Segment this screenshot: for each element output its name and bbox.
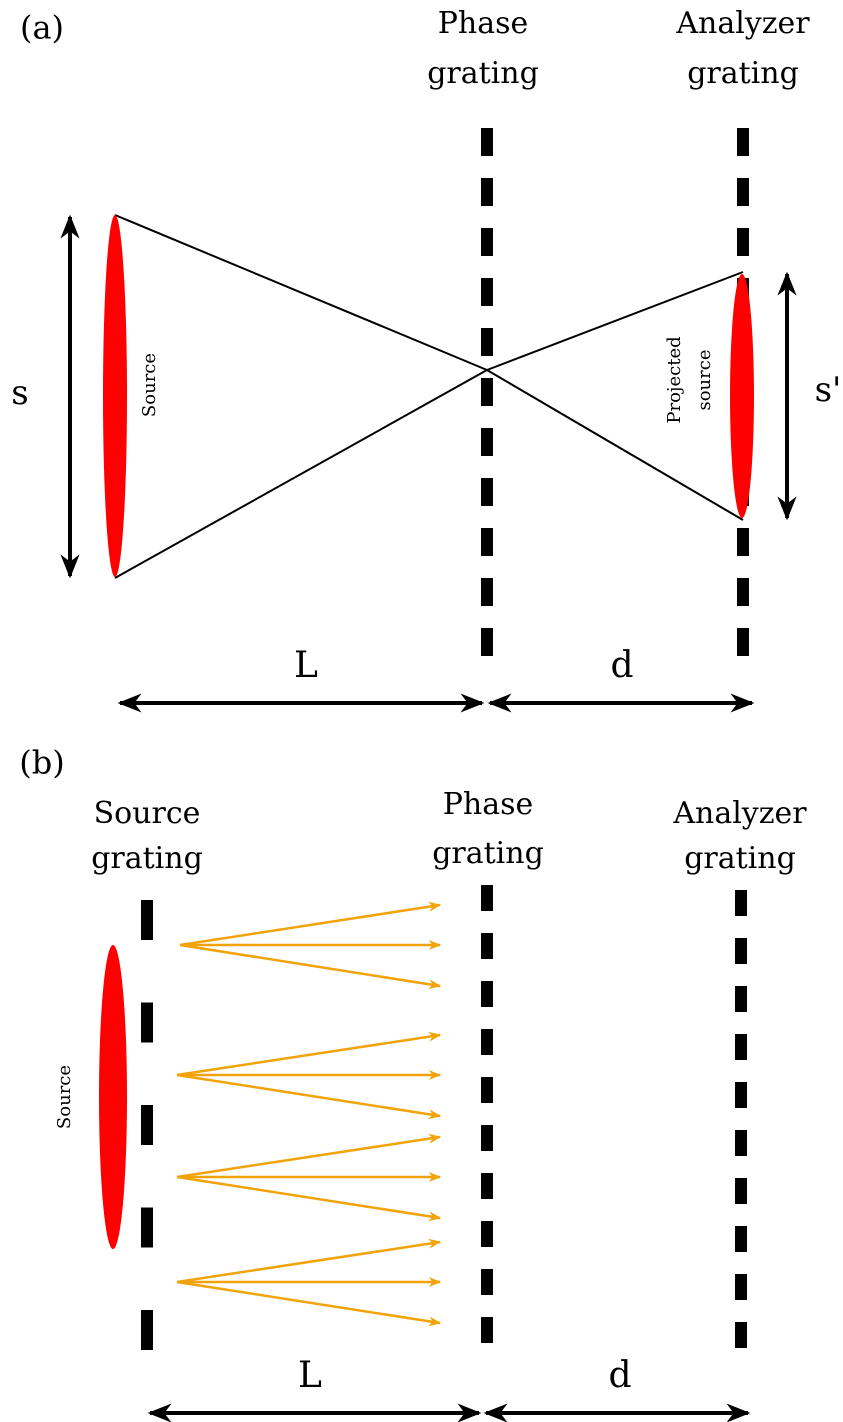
panel-label: (a) — [20, 9, 64, 47]
diffracted-beam — [177, 1177, 440, 1218]
grating-slit — [735, 986, 747, 1012]
grating-slit — [481, 1125, 493, 1151]
grating-slit — [737, 628, 749, 656]
grating-slit — [737, 528, 749, 556]
ray — [115, 370, 487, 578]
projected-source-label: source — [694, 349, 715, 410]
projected-source-label: Projected — [664, 336, 685, 423]
grating-slit — [481, 628, 493, 656]
source-label: Source — [54, 1065, 75, 1129]
grating-slit — [735, 1082, 747, 1108]
diffracted-beam — [177, 1075, 440, 1116]
distance-label: d — [610, 645, 633, 686]
grating-slit — [481, 328, 493, 356]
grating-slit — [481, 1269, 493, 1295]
diagram: (a) Phase grating Analyzer grating Source Proj… — [0, 0, 843, 1422]
grating-slit — [481, 428, 493, 456]
diffracted-beam — [177, 1242, 440, 1282]
diffracted-beam — [180, 905, 440, 945]
grating-slit — [737, 178, 749, 206]
panel-label: (b) — [19, 744, 64, 782]
grating-slit — [481, 528, 493, 556]
size-label: s' — [815, 370, 842, 410]
grating-label: Analyzer — [675, 6, 810, 41]
grating-slit — [141, 1208, 153, 1248]
grating-slit — [735, 1130, 747, 1156]
grating-slit — [735, 1226, 747, 1252]
size-label: s — [11, 373, 28, 413]
grating-slit — [735, 890, 747, 916]
grating-slit — [737, 128, 749, 156]
diffracted-beam — [177, 1137, 440, 1177]
grating-slit — [141, 1105, 153, 1145]
grating-slit — [141, 900, 153, 940]
grating-slit — [481, 228, 493, 256]
source — [99, 945, 127, 1249]
grating-label: Source — [94, 796, 201, 831]
ray — [115, 215, 487, 370]
grating-slit — [481, 128, 493, 156]
grating-slit — [481, 1029, 493, 1055]
grating-slit — [481, 578, 493, 606]
grating-slit — [481, 478, 493, 506]
grating-label: grating — [427, 56, 539, 91]
grating-label: grating — [432, 836, 544, 871]
grating-slit — [737, 578, 749, 606]
grating-slit — [735, 1034, 747, 1060]
grating-slit — [735, 938, 747, 964]
grating-slit — [481, 1173, 493, 1199]
grating-slit — [141, 1310, 153, 1350]
grating-slit — [481, 885, 493, 911]
grating-slit — [481, 178, 493, 206]
diffracted-beam — [177, 1282, 440, 1323]
distance-label: d — [608, 1355, 631, 1396]
grating-label: Phase — [443, 787, 534, 822]
grating-label: grating — [91, 841, 203, 876]
projected-source — [730, 274, 754, 518]
grating-slit — [737, 228, 749, 256]
grating-slit — [481, 1221, 493, 1247]
grating-slit — [481, 981, 493, 1007]
grating-slit — [481, 278, 493, 306]
grating-slit — [735, 1274, 747, 1300]
grating-slit — [735, 1178, 747, 1204]
grating-slit — [141, 1003, 153, 1043]
distance-label: L — [298, 1355, 322, 1396]
grating-label: grating — [684, 841, 796, 876]
grating-slit — [481, 378, 493, 406]
grating-slit — [481, 1077, 493, 1103]
grating-slit — [735, 1322, 747, 1348]
diffracted-beam — [177, 1035, 440, 1075]
diffracted-beam — [180, 945, 440, 986]
distance-label: L — [294, 645, 318, 686]
grating-label: Phase — [438, 6, 529, 41]
grating-slit — [481, 933, 493, 959]
grating-label: grating — [687, 56, 799, 91]
source-label: Source — [139, 353, 160, 417]
grating-label: Analyzer — [672, 796, 807, 831]
grating-slit — [481, 1317, 493, 1343]
source — [103, 215, 127, 577]
